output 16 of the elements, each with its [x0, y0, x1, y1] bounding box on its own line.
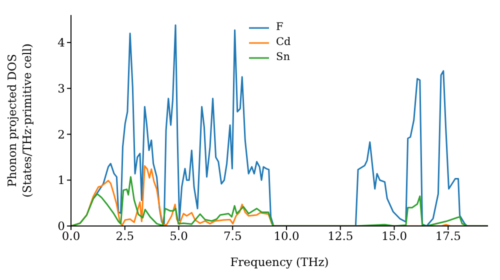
- x-tick-label: 12.5: [328, 229, 354, 244]
- y-tick-label: 1: [58, 173, 65, 188]
- legend-label: F: [276, 20, 284, 35]
- y-tick-label: 3: [58, 81, 65, 96]
- x-tick-label: 5.0: [170, 229, 188, 244]
- y-tick-label: 2: [58, 127, 65, 142]
- y-tick-label: 4: [58, 36, 65, 50]
- legend-label: Sn: [276, 50, 290, 65]
- x-tick-label: 10.0: [274, 229, 300, 244]
- x-tick-label: 17.5: [435, 229, 461, 244]
- x-tick-label: 15.0: [381, 229, 408, 244]
- x-tick-label: 2.5: [116, 229, 134, 244]
- legend-label: Cd: [276, 35, 291, 50]
- y-axis-title: Phonon projected DOS (States/THz·primitive cell): [5, 44, 34, 198]
- x-tick-label: 7.5: [223, 229, 242, 244]
- x-axis-title: Frequency (THz): [230, 255, 329, 269]
